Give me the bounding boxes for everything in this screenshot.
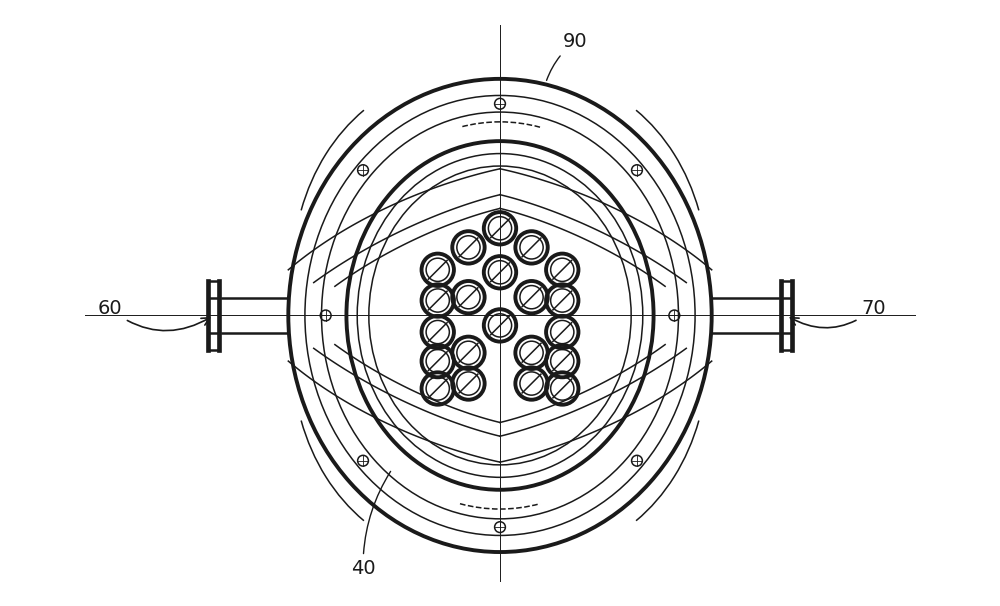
Text: 40: 40 <box>351 471 391 578</box>
Text: 90: 90 <box>547 32 587 81</box>
Text: 60: 60 <box>98 299 210 331</box>
Text: 70: 70 <box>790 299 886 328</box>
